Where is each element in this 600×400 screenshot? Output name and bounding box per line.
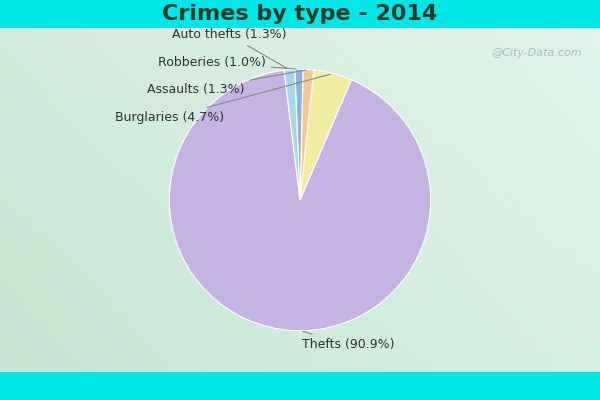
Text: Thefts (90.9%): Thefts (90.9%) (302, 332, 394, 350)
Text: Auto thefts (1.3%): Auto thefts (1.3%) (172, 28, 287, 68)
Text: Robberies (1.0%): Robberies (1.0%) (158, 56, 296, 69)
Wedge shape (300, 70, 352, 200)
Text: Burglaries (4.7%): Burglaries (4.7%) (115, 74, 330, 124)
Wedge shape (295, 69, 303, 200)
Wedge shape (300, 69, 314, 200)
Text: @City-Data.com: @City-Data.com (491, 48, 582, 58)
Wedge shape (169, 70, 431, 331)
Text: Assaults (1.3%): Assaults (1.3%) (148, 70, 306, 96)
Text: Crimes by type - 2014: Crimes by type - 2014 (163, 4, 437, 24)
Wedge shape (284, 69, 300, 200)
